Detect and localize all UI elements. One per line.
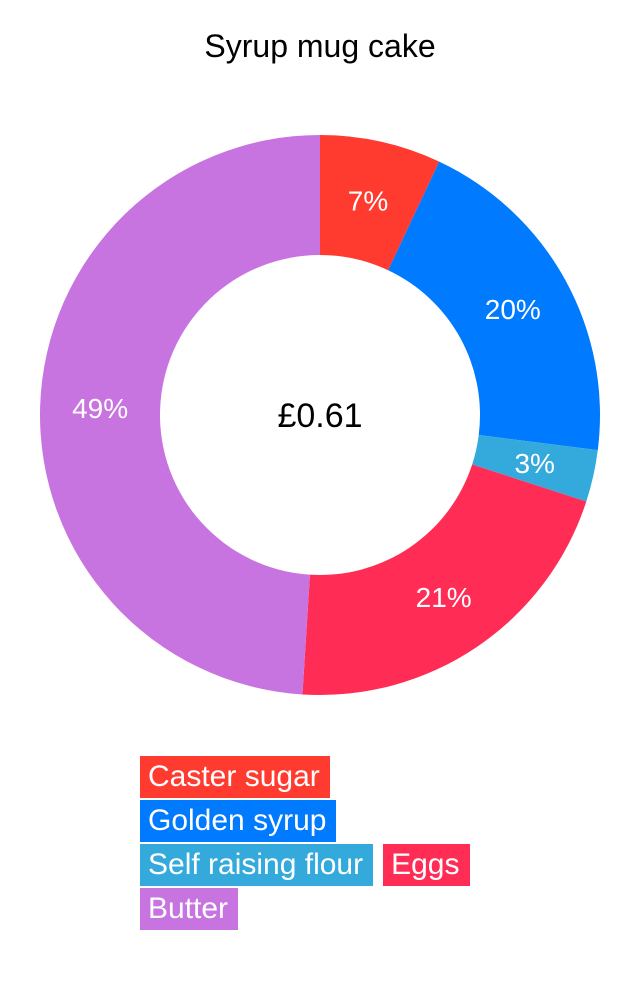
legend-item-eggs: Eggs bbox=[383, 844, 470, 886]
slice-percent-label: 7% bbox=[348, 185, 388, 216]
donut-slice-golden-syrup bbox=[388, 161, 600, 451]
chart-title: Syrup mug cake bbox=[204, 28, 436, 64]
legend-row: Butter bbox=[140, 888, 520, 930]
legend-item-caster-sugar: Caster sugar bbox=[140, 756, 330, 798]
slice-percent-label: 49% bbox=[72, 393, 128, 424]
legend-item-butter: Butter bbox=[140, 888, 239, 930]
legend-row: Golden syrup bbox=[140, 800, 520, 842]
legend-row: Caster sugar bbox=[140, 756, 520, 798]
slice-percent-label: 20% bbox=[485, 294, 541, 325]
donut-slice-self-raising-flour bbox=[472, 435, 598, 502]
donut-center-total: £0.61 bbox=[277, 397, 362, 435]
slice-percent-label: 3% bbox=[514, 448, 554, 479]
donut-chart: 7% 20% 3% 21% 49% £0.61 bbox=[39, 135, 600, 696]
legend-item-golden-syrup: Golden syrup bbox=[140, 800, 337, 842]
donut-slice-eggs bbox=[302, 464, 587, 696]
chart-legend: Caster sugar Golden syrup Self raising flo… bbox=[140, 756, 520, 932]
legend-item-self-raising-flour: Self raising flour bbox=[140, 844, 374, 886]
donut-slice-caster-sugar bbox=[320, 135, 440, 271]
slice-percent-label: 21% bbox=[416, 582, 472, 613]
donut-slice-butter bbox=[39, 135, 320, 695]
legend-row: Self raising flour Eggs bbox=[140, 844, 520, 886]
